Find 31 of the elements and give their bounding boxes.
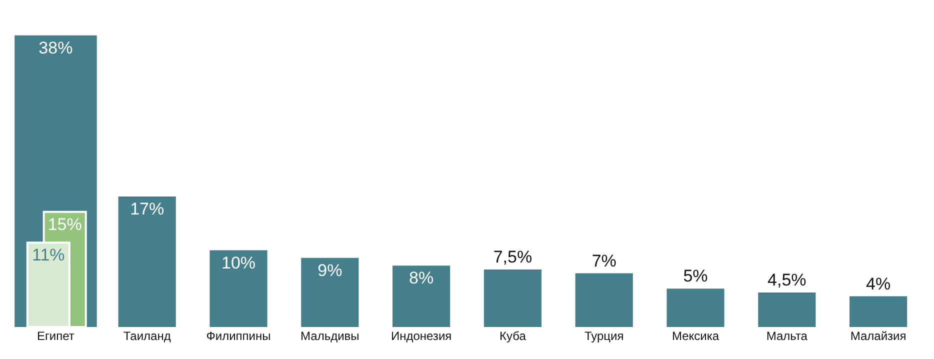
x-tick-label: Индонезия [390,329,452,343]
x-tick-label: Малайзия [850,329,906,343]
data-label: 38% [38,38,73,58]
bar [210,250,268,327]
bar [118,196,176,327]
data-label: 5% [683,266,708,286]
x-tick-label: Мальдивы [300,329,360,343]
x-tick-label: Мальта [766,329,808,343]
data-label: 11% [32,246,65,265]
data-label: 8% [409,268,434,288]
bar [850,296,908,327]
data-label: 15% [48,214,82,234]
x-tick-label: Филиппины [206,329,271,343]
x-tick-label: Египет [37,329,75,343]
bar [484,269,542,327]
bar [575,273,633,327]
x-tick-label: Таиланд [123,329,171,343]
data-label: 9% [318,260,342,280]
bar [301,258,359,327]
x-tick-label: Турция [584,329,624,343]
bar [758,292,816,327]
x-tick-label: Куба [499,329,526,343]
x-tick-label: Мексика [672,329,720,343]
data-label: 7% [592,251,616,270]
bar [666,288,724,327]
data-label: 17% [130,200,164,219]
data-label: 7,5% [493,247,532,266]
data-label: 4,5% [768,270,806,290]
data-label: 4% [866,274,891,294]
data-label: 10% [221,253,256,272]
bar [392,266,450,327]
